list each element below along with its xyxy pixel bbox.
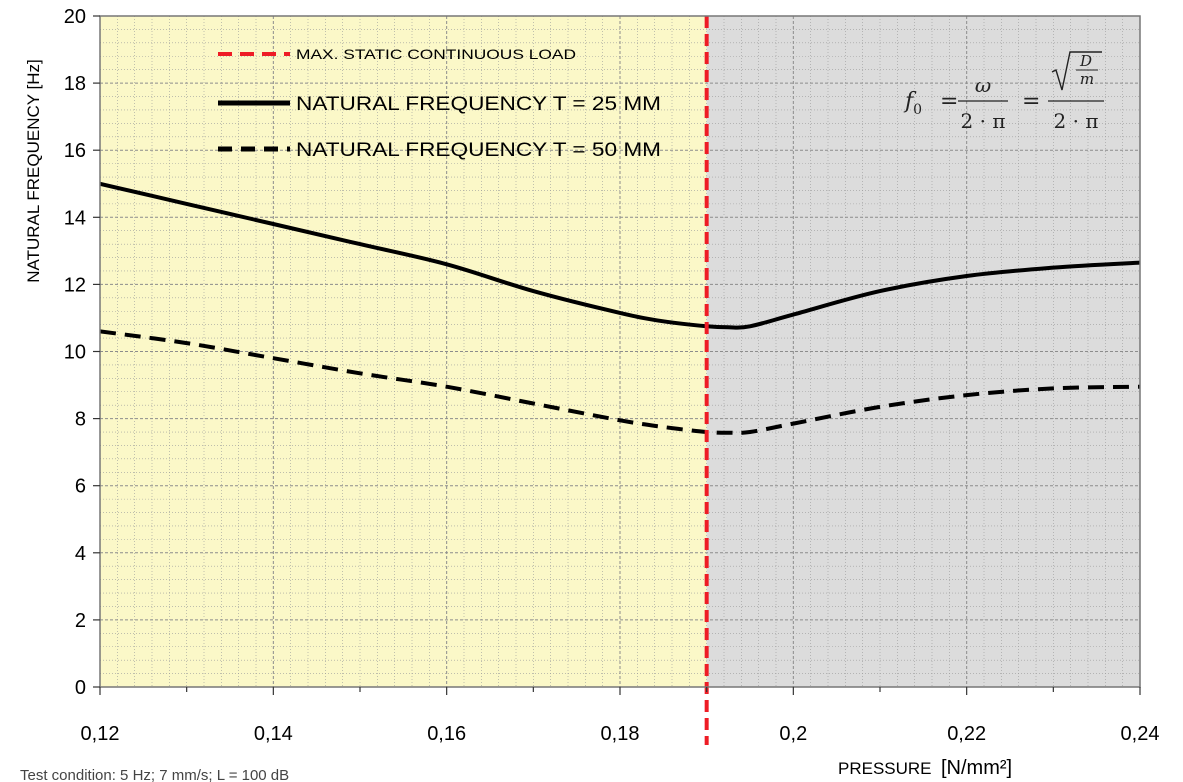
y-tick-label: 0 [75,677,86,699]
formula-denominator-2: 2 · π [1054,109,1099,133]
formula-equals-1: = [940,89,958,114]
y-tick-label: 6 [75,476,86,498]
y-tick-label: 4 [75,543,86,565]
x-tick-label: 0,18 [601,723,640,745]
formula-sqrt-sign [1051,51,1102,91]
legend-label-t50: NATURAL FREQUENCY T = 50 MM [296,140,661,161]
formula-sqrt-m: m [1080,70,1094,88]
x-axis-title: PRESSURE [838,759,932,778]
formula-denominator-1: 2 · π [961,109,1006,133]
series-line-t25 [100,181,1140,330]
formula-equals-2: = [1022,89,1040,114]
y-tick-labels: 0 2 4 6 8 10 12 14 16 18 20 [64,6,86,699]
y-tick-label: 16 [64,140,86,162]
y-tick-label: 10 [64,342,86,364]
x-tick-label: 0,14 [254,723,293,745]
x-tick-label: 0,22 [947,723,986,745]
test-condition-footnote: Test condition: 5 Hz; 7 mm/s; L = 100 dB [20,767,289,782]
y-tick-label: 20 [64,6,86,28]
y-tick-label: 2 [75,610,86,632]
x-tick-labels: 0,12 0,14 0,16 0,18 0,2 0,22 0,24 [81,723,1160,745]
legend: MAX. STATIC CONTINUOUS LOAD NATURAL FREQ… [218,46,661,161]
natural-frequency-formula: f0 = ω 2 · π = D m 2 · π [903,51,1104,133]
formula-sqrt-d: D [1079,52,1092,70]
x-tick-label: 0,2 [779,723,807,745]
legend-label-t25: NATURAL FREQUENCY T = 25 MM [296,94,661,115]
formula-numerator-omega: ω [975,73,991,97]
y-tick-label: 8 [75,409,86,431]
x-tick-label: 0,16 [427,723,466,745]
x-tick-label: 0,24 [1121,723,1160,745]
x-axis-unit: [N/mm²] [941,757,1012,779]
axis-ticks [93,15,1141,695]
series-line-t50 [100,329,1140,435]
series-layer [100,181,1140,435]
y-tick-label: 18 [64,73,86,95]
y-axis-title: NATURAL FREQUENCY [Hz] [24,59,43,283]
y-tick-label: 12 [64,274,86,296]
x-tick-label: 0,12 [81,723,120,745]
legend-label-max-load: MAX. STATIC CONTINUOUS LOAD [296,46,576,62]
y-tick-label: 14 [64,207,86,229]
